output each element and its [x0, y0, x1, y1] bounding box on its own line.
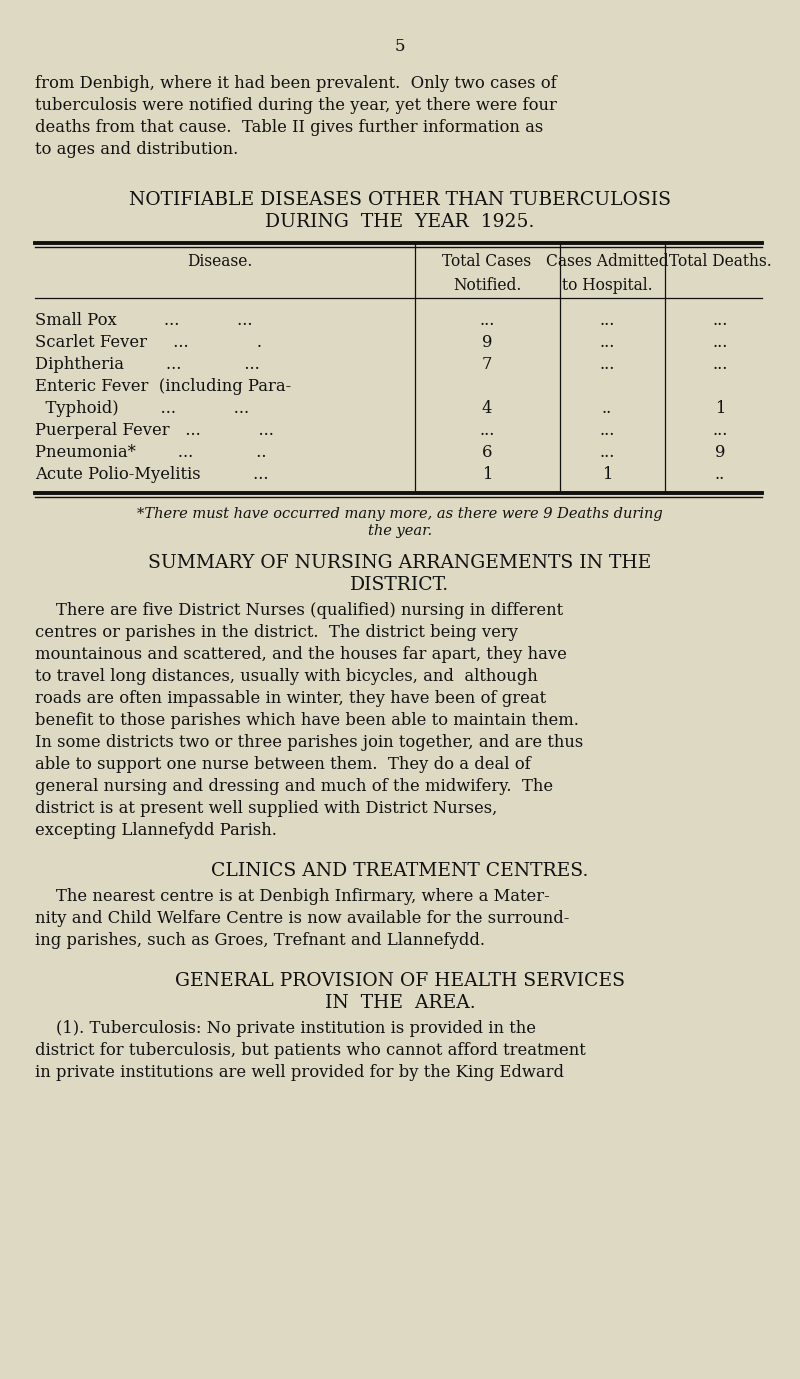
- Text: Pneumonia*        ...            ..: Pneumonia* ... ..: [35, 444, 266, 461]
- Text: Puerperal Fever   ...           ...: Puerperal Fever ... ...: [35, 422, 274, 439]
- Text: ...: ...: [599, 356, 614, 372]
- Text: the year.: the year.: [368, 524, 432, 538]
- Text: In some districts two or three parishes join together, and are thus: In some districts two or three parishes …: [35, 734, 583, 752]
- Text: ...: ...: [712, 422, 728, 439]
- Text: district is at present well supplied with District Nurses,: district is at present well supplied wit…: [35, 800, 498, 816]
- Text: excepting Llannefydd Parish.: excepting Llannefydd Parish.: [35, 822, 277, 838]
- Text: in private institutions are well provided for by the King Edward: in private institutions are well provide…: [35, 1065, 564, 1081]
- Text: *There must have occurred many more, as there were 9 Deaths during: *There must have occurred many more, as …: [137, 507, 663, 521]
- Text: ...: ...: [712, 334, 728, 352]
- Text: mountainous and scattered, and the houses far apart, they have: mountainous and scattered, and the house…: [35, 645, 567, 663]
- Text: Total Cases
Notified.: Total Cases Notified.: [442, 252, 531, 294]
- Text: NOTIFIABLE DISEASES OTHER THAN TUBERCULOSIS: NOTIFIABLE DISEASES OTHER THAN TUBERCULO…: [129, 192, 671, 210]
- Text: from Denbigh, where it had been prevalent.  Only two cases of: from Denbigh, where it had been prevalen…: [35, 74, 557, 92]
- Text: centres or parishes in the district.  The district being very: centres or parishes in the district. The…: [35, 625, 518, 641]
- Text: There are five District Nurses (qualified) nursing in different: There are five District Nurses (qualifie…: [35, 603, 563, 619]
- Text: Small Pox         ...           ...: Small Pox ... ...: [35, 312, 253, 330]
- Text: ...: ...: [712, 356, 728, 372]
- Text: roads are often impassable in winter, they have been of great: roads are often impassable in winter, th…: [35, 690, 546, 707]
- Text: (1). Tuberculosis: No private institution is provided in the: (1). Tuberculosis: No private institutio…: [35, 1020, 536, 1037]
- Text: 1: 1: [715, 400, 725, 416]
- Text: 1: 1: [482, 466, 492, 483]
- Text: 1: 1: [602, 466, 612, 483]
- Text: Enteric Fever  (including Para-: Enteric Fever (including Para-: [35, 378, 291, 394]
- Text: Diphtheria        ...            ...: Diphtheria ... ...: [35, 356, 260, 372]
- Text: able to support one nurse between them.  They do a deal of: able to support one nurse between them. …: [35, 756, 530, 774]
- Text: ...: ...: [479, 422, 494, 439]
- Text: ...: ...: [599, 312, 614, 330]
- Text: 9: 9: [714, 444, 726, 461]
- Text: Cases Admitted
to Hospital.: Cases Admitted to Hospital.: [546, 252, 668, 294]
- Text: DURING  THE  YEAR  1925.: DURING THE YEAR 1925.: [266, 212, 534, 232]
- Text: ...: ...: [479, 312, 494, 330]
- Text: ...: ...: [599, 334, 614, 352]
- Text: 4: 4: [482, 400, 492, 416]
- Text: 6: 6: [482, 444, 492, 461]
- Text: general nursing and dressing and much of the midwifery.  The: general nursing and dressing and much of…: [35, 778, 553, 796]
- Text: to ages and distribution.: to ages and distribution.: [35, 141, 238, 159]
- Text: SUMMARY OF NURSING ARRANGEMENTS IN THE: SUMMARY OF NURSING ARRANGEMENTS IN THE: [148, 554, 652, 572]
- Text: DISTRICT.: DISTRICT.: [350, 576, 450, 594]
- Text: ...: ...: [599, 422, 614, 439]
- Text: 5: 5: [394, 39, 406, 55]
- Text: The nearest centre is at Denbigh Infirmary, where a Mater-: The nearest centre is at Denbigh Infirma…: [35, 888, 550, 905]
- Text: 7: 7: [482, 356, 492, 372]
- Text: district for tuberculosis, but patients who cannot afford treatment: district for tuberculosis, but patients …: [35, 1043, 586, 1059]
- Text: GENERAL PROVISION OF HEALTH SERVICES: GENERAL PROVISION OF HEALTH SERVICES: [175, 972, 625, 990]
- Text: IN  THE  AREA.: IN THE AREA.: [325, 994, 475, 1012]
- Text: Typhoid)        ...           ...: Typhoid) ... ...: [35, 400, 249, 416]
- Text: ..: ..: [602, 400, 612, 416]
- Text: to travel long distances, usually with bicycles, and  although: to travel long distances, usually with b…: [35, 667, 538, 685]
- Text: ..: ..: [715, 466, 725, 483]
- Text: ...: ...: [712, 312, 728, 330]
- Text: CLINICS AND TREATMENT CENTRES.: CLINICS AND TREATMENT CENTRES.: [211, 862, 589, 880]
- Text: 9: 9: [482, 334, 492, 352]
- Text: Total Deaths.: Total Deaths.: [669, 252, 771, 270]
- Text: tuberculosis were notified during the year, yet there were four: tuberculosis were notified during the ye…: [35, 97, 557, 114]
- Text: Acute Polio-Myelitis          ...: Acute Polio-Myelitis ...: [35, 466, 269, 483]
- Text: ing parishes, such as Groes, Trefnant and Llannefydd.: ing parishes, such as Groes, Trefnant an…: [35, 932, 485, 949]
- Text: Scarlet Fever     ...             .: Scarlet Fever ... .: [35, 334, 262, 352]
- Text: nity and Child Welfare Centre is now available for the surround-: nity and Child Welfare Centre is now ava…: [35, 910, 570, 927]
- Text: ...: ...: [599, 444, 614, 461]
- Text: benefit to those parishes which have been able to maintain them.: benefit to those parishes which have bee…: [35, 712, 579, 729]
- Text: Disease.: Disease.: [187, 252, 253, 270]
- Text: deaths from that cause.  Table II gives further information as: deaths from that cause. Table II gives f…: [35, 119, 543, 137]
